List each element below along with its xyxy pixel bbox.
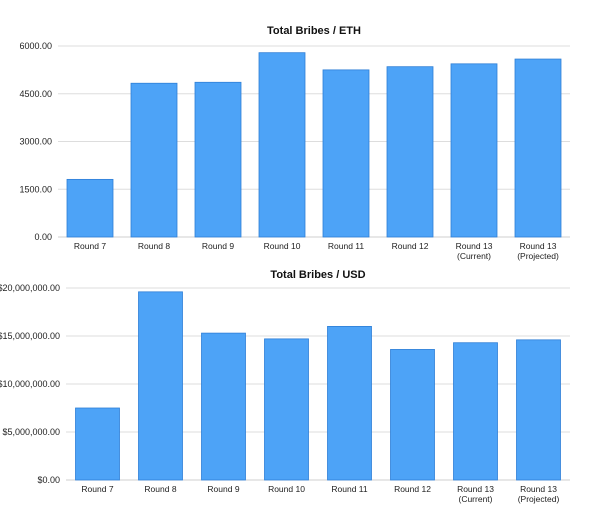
- eth-bar-3: [194, 81, 242, 238]
- usd-y-tick-label: $15,000,000.00: [0, 331, 60, 341]
- usd-x-tick-label: Round 8: [144, 484, 176, 494]
- eth-chart-title: Total Bribes / ETH: [267, 25, 361, 37]
- eth-x-tick-label: Round 9: [202, 241, 234, 251]
- usd-bar-6: [390, 349, 435, 481]
- eth-x-tick-label: Round 7: [74, 241, 106, 251]
- eth-y-tick-label: 0.00: [34, 232, 52, 242]
- eth-bar-8: [514, 58, 562, 238]
- eth-y-tick-label: 4500.00: [19, 89, 52, 99]
- eth-x-tick-label: Round 13 (Projected): [517, 241, 559, 261]
- usd-x-tick-label: Round 11: [331, 484, 368, 494]
- eth-x-tick-label: Round 10: [264, 241, 301, 251]
- eth-bar-4: [258, 52, 306, 238]
- usd-y-tick-label: $0.00: [37, 475, 60, 485]
- eth-bribes-chart: Total Bribes / ETH 0.00 1500.00 3000.00 4500…: [19, 25, 570, 261]
- eth-y-tick-label: 6000.00: [19, 41, 52, 51]
- eth-x-tick-label: Round 13 (Current): [456, 241, 493, 261]
- usd-bar-5: [327, 326, 372, 481]
- usd-chart-title: Total Bribes / USD: [270, 269, 365, 281]
- usd-x-tick-label: Round 12: [394, 484, 431, 494]
- usd-bar-3: [201, 332, 246, 481]
- usd-x-tick-label: Round 7: [81, 484, 113, 494]
- eth-bar-6: [386, 66, 434, 238]
- eth-y-tick-label: 1500.00: [19, 184, 52, 194]
- usd-bar-7: [453, 342, 498, 481]
- eth-bar-7: [450, 63, 498, 238]
- eth-bar-5: [322, 69, 370, 238]
- usd-bar-2: [138, 291, 183, 481]
- eth-x-tick-label: Round 8: [138, 241, 170, 251]
- usd-bribes-chart: Total Bribes / USD $0.00 $5,000,000.00 $10,…: [0, 269, 570, 504]
- eth-y-tick-label: 3000.00: [19, 137, 52, 147]
- usd-bar-4: [264, 338, 309, 481]
- eth-bar-1: [66, 178, 114, 238]
- usd-bar-8: [516, 339, 561, 481]
- usd-y-tick-label: $5,000,000.00: [2, 427, 60, 437]
- usd-x-tick-label: Round 9: [207, 484, 239, 494]
- eth-bar-2: [130, 82, 178, 238]
- usd-x-tick-label: Round 10: [268, 484, 305, 494]
- usd-x-tick-label: Round 13 (Current): [457, 484, 494, 504]
- eth-x-tick-label: Round 11: [328, 241, 365, 251]
- usd-y-tick-label: $20,000,000.00: [0, 283, 60, 293]
- usd-bar-1: [75, 407, 120, 481]
- eth-x-tick-label: Round 12: [392, 241, 429, 251]
- usd-y-tick-label: $10,000,000.00: [0, 379, 60, 389]
- usd-x-tick-label: Round 13 (Projected): [518, 484, 560, 504]
